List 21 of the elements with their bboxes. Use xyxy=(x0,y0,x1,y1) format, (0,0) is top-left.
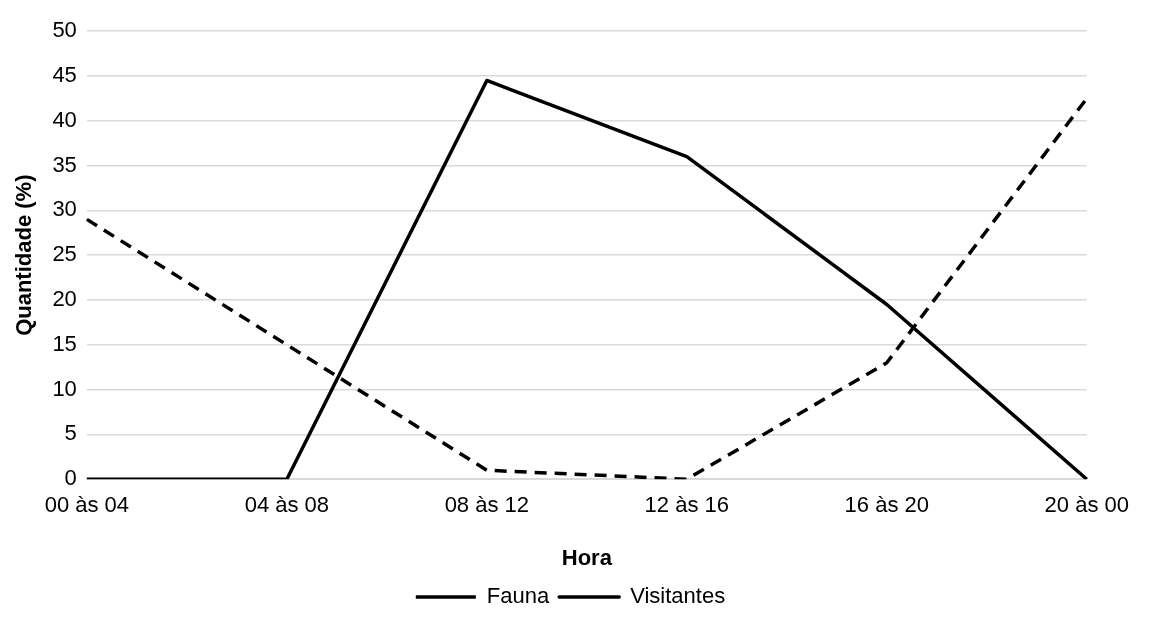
y-axis-title: Quantidade (%) xyxy=(11,174,37,336)
x-tick-label: 20 às 00 xyxy=(1044,492,1129,518)
legend-label: Visitantes xyxy=(630,583,726,609)
x-tick-label: 08 às 12 xyxy=(444,492,530,518)
y-tick-label: 10 xyxy=(52,375,77,401)
y-tick-label: 20 xyxy=(52,286,77,312)
y-tick-label: 0 xyxy=(64,465,77,491)
x-tick-label: 04 às 08 xyxy=(244,492,330,518)
y-tick-label: 5 xyxy=(64,420,77,446)
y-tick-label: 15 xyxy=(52,330,77,356)
x-tick-label: 16 às 20 xyxy=(844,492,930,518)
x-axis-title: Hora xyxy=(561,544,613,570)
y-tick-label: 35 xyxy=(52,151,77,177)
y-tick-label: 50 xyxy=(52,17,77,43)
y-tick-label: 30 xyxy=(52,196,77,222)
legend-label: Fauna xyxy=(486,583,550,609)
y-tick-label: 25 xyxy=(52,241,77,267)
x-tick-label: 00 às 04 xyxy=(44,492,130,518)
y-tick-label: 45 xyxy=(52,62,77,88)
x-tick-label: 12 às 16 xyxy=(644,492,730,518)
y-tick-label: 40 xyxy=(52,106,77,132)
